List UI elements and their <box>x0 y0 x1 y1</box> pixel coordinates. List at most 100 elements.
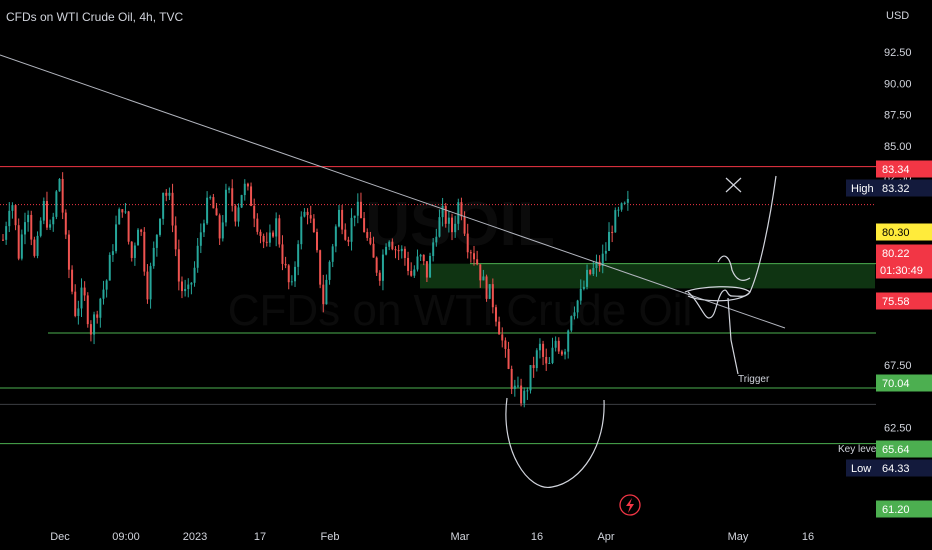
candle-body <box>159 218 161 235</box>
candle-body <box>130 241 133 258</box>
candle-body <box>316 232 318 251</box>
price-tag: 83.34 <box>876 160 932 178</box>
candle-body <box>124 211 127 213</box>
horizontal-levels-layer <box>0 166 876 445</box>
candle-body <box>601 253 604 267</box>
x-tick-label: 16 <box>802 531 814 543</box>
candle-body <box>378 272 381 281</box>
candle-body <box>614 210 617 233</box>
candle-body <box>234 205 237 222</box>
price-tag: 61.20 <box>876 500 932 518</box>
price-tags: 83.34 83.32 High 80.30 80.22 01:30:49 75.58 70.… <box>846 160 932 518</box>
candle-body <box>177 249 180 282</box>
x-tick-label: Mar <box>451 531 470 543</box>
candle-body <box>397 250 400 252</box>
descending-trendline[interactable] <box>0 54 786 329</box>
candle-body <box>337 209 340 227</box>
candle-body <box>359 201 362 219</box>
candle-body <box>206 197 209 224</box>
candle-body <box>309 215 312 219</box>
candle-body <box>102 289 105 299</box>
candle-body <box>435 236 438 243</box>
candle-body <box>626 198 629 203</box>
x-tick-label: Feb <box>321 531 340 543</box>
candle-body <box>341 209 344 230</box>
candle-body <box>80 287 83 309</box>
price-tag-label: Low <box>851 463 871 475</box>
projected-path-curve <box>687 175 777 319</box>
candle-body <box>127 211 130 242</box>
candle-body <box>2 239 4 241</box>
candle-body <box>319 250 322 285</box>
candle-body <box>350 217 353 242</box>
candle-body <box>118 209 121 225</box>
economic-event-marker[interactable] <box>619 494 641 516</box>
candle-body <box>425 261 428 278</box>
candle-body <box>501 334 504 341</box>
candle-body <box>17 225 20 259</box>
candle-body <box>83 287 86 296</box>
price-tag-value: 75.58 <box>882 296 910 308</box>
candle-body <box>297 244 300 267</box>
candle-body <box>8 210 11 227</box>
candle-body <box>74 291 77 316</box>
demand-zone[interactable] <box>420 263 875 289</box>
candle-body <box>218 215 221 239</box>
candle-body <box>564 351 567 355</box>
candle-body <box>168 192 171 196</box>
candle-body <box>454 223 457 233</box>
symbol-watermark: USOIL CFDs on WTI Crude Oil <box>228 190 693 335</box>
x-tick-label: 16 <box>531 531 543 543</box>
candle-body <box>246 183 249 187</box>
trigger-pointer <box>727 297 739 375</box>
cross-mark <box>725 177 742 193</box>
candle-body <box>516 385 519 387</box>
candle-body <box>212 197 215 209</box>
candle-body <box>86 295 89 325</box>
candle-body <box>328 261 331 280</box>
x-tick-label: 2023 <box>183 531 207 543</box>
candle-body <box>353 215 356 218</box>
candle-body <box>174 225 177 250</box>
candle-body <box>256 218 259 232</box>
candle-body <box>152 247 155 267</box>
candle-body <box>466 233 469 253</box>
candle-body <box>520 385 523 404</box>
candle-body <box>347 239 350 242</box>
candle-body <box>23 222 26 235</box>
candle-body <box>429 255 432 278</box>
candle-body <box>137 229 140 246</box>
hand-drawings[interactable] <box>505 175 777 488</box>
price-axis[interactable]: USD 92.5090.0087.5085.0082.5075.0072.506… <box>846 10 932 518</box>
candle-body <box>259 231 262 236</box>
candle-body <box>162 192 165 219</box>
candle-body <box>369 237 372 244</box>
candle-body <box>416 256 419 270</box>
candle-body <box>604 250 607 254</box>
candle-body <box>551 347 554 363</box>
key-level-label: Key level <box>838 444 879 455</box>
price-tag-value: 65.64 <box>882 444 910 456</box>
candle-body <box>331 246 334 262</box>
time-axis[interactable]: Dec 09:00 2023 17 Feb Mar 16 Apr May 16 <box>50 531 814 543</box>
y-tick-label: 92.50 <box>884 47 912 59</box>
x-tick-label: Apr <box>597 531 614 543</box>
candle-body <box>513 385 516 389</box>
candle-body <box>93 314 96 335</box>
candle-body <box>595 261 598 269</box>
candle-body <box>215 208 218 216</box>
candle-body <box>240 195 243 208</box>
candle-body <box>199 232 202 246</box>
candle-body <box>96 314 99 318</box>
projected-peak-curve <box>717 255 751 281</box>
price-tag: 80.22 01:30:49 <box>876 244 932 279</box>
candle-body <box>250 186 253 206</box>
candle-body <box>407 257 410 271</box>
candle-body <box>532 365 535 369</box>
price-tag-value: 80.30 <box>882 227 910 239</box>
candle-body <box>184 289 187 292</box>
candle-body <box>623 202 626 204</box>
candle-body <box>560 351 563 355</box>
candle-body <box>140 229 143 232</box>
